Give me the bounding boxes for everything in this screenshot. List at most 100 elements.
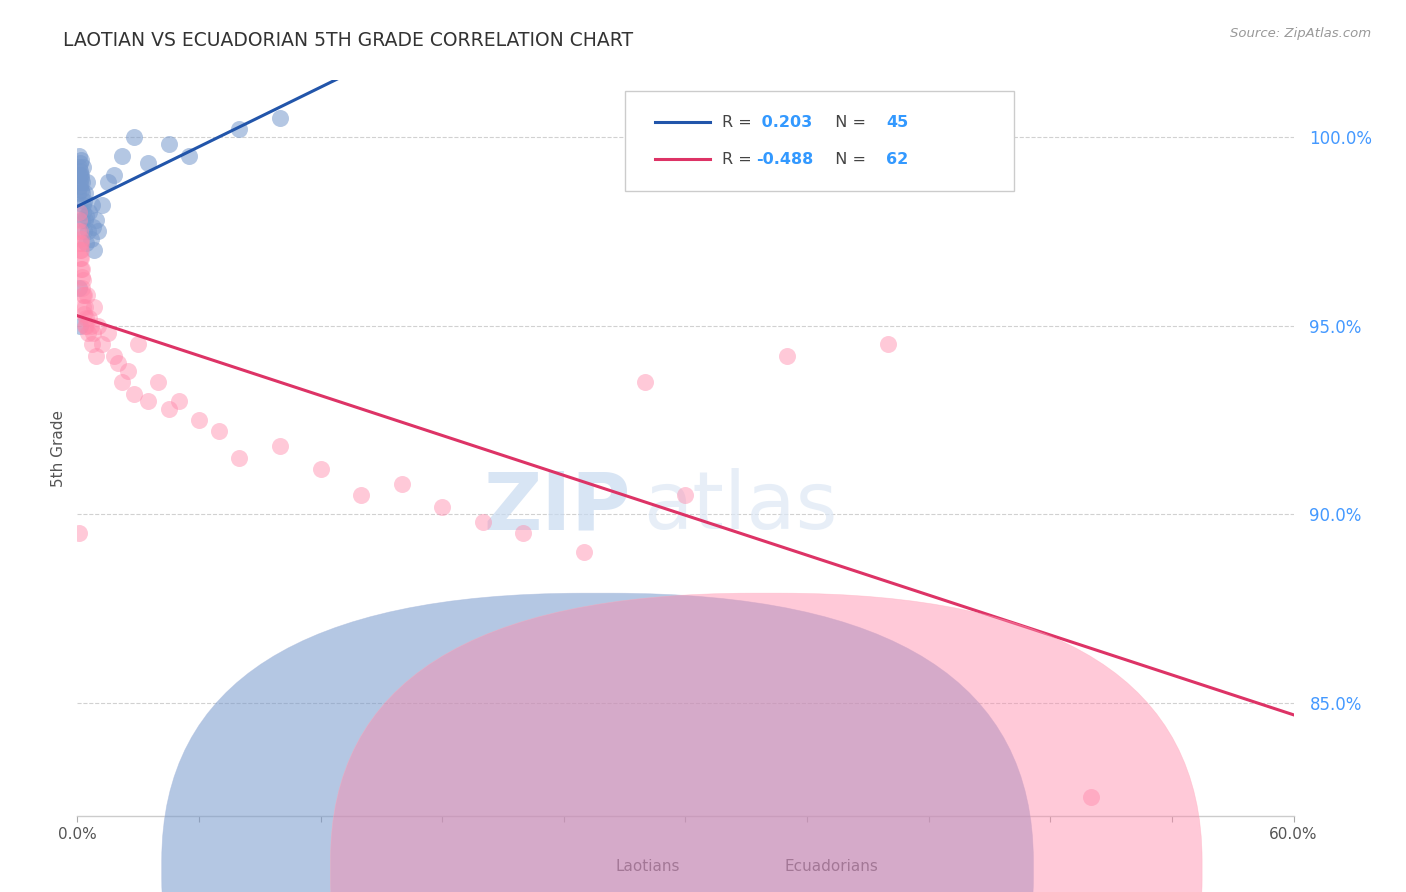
- Point: [97, 326, 120, 340]
- Point: [73, 213, 96, 227]
- Point: [67, 281, 90, 295]
- Point: [136, 156, 159, 170]
- Point: [70, 235, 93, 250]
- Point: [103, 349, 125, 363]
- Point: [228, 122, 250, 136]
- Point: [73, 307, 96, 321]
- Point: [80, 198, 103, 212]
- Point: [69, 235, 91, 250]
- Point: [73, 194, 96, 208]
- Text: LAOTIAN VS ECUADORIAN 5TH GRADE CORRELATION CHART: LAOTIAN VS ECUADORIAN 5TH GRADE CORRELAT…: [63, 31, 633, 50]
- Point: [76, 175, 98, 189]
- Point: [177, 149, 200, 163]
- Point: [76, 288, 98, 302]
- Point: [471, 515, 494, 529]
- Point: [70, 168, 93, 182]
- Point: [75, 209, 97, 223]
- Point: [70, 153, 93, 167]
- Point: [72, 269, 94, 284]
- Point: [69, 168, 91, 182]
- FancyBboxPatch shape: [624, 91, 1014, 191]
- Point: [73, 318, 96, 333]
- Point: [86, 318, 108, 333]
- Point: [82, 220, 104, 235]
- Point: [122, 386, 145, 401]
- Point: [70, 262, 93, 277]
- Point: [117, 364, 139, 378]
- Point: [72, 288, 94, 302]
- Text: N =: N =: [825, 152, 872, 167]
- Text: atlas: atlas: [643, 468, 837, 546]
- Point: [70, 175, 93, 189]
- Point: [70, 243, 93, 257]
- Point: [67, 224, 90, 238]
- Point: [70, 183, 93, 197]
- Point: [72, 205, 94, 219]
- Text: Ecuadorians: Ecuadorians: [785, 859, 879, 873]
- Point: [350, 488, 373, 502]
- Point: [69, 232, 91, 246]
- Point: [309, 462, 332, 476]
- Point: [69, 156, 91, 170]
- Point: [1080, 790, 1102, 805]
- Point: [69, 175, 91, 189]
- Text: R =: R =: [721, 152, 756, 167]
- Point: [675, 488, 697, 502]
- Point: [69, 251, 91, 265]
- Point: [69, 318, 91, 333]
- Point: [634, 375, 657, 389]
- Point: [79, 232, 101, 246]
- Point: [90, 198, 112, 212]
- Point: [148, 375, 170, 389]
- Point: [67, 160, 90, 174]
- Point: [877, 337, 900, 351]
- Point: [70, 281, 93, 295]
- Point: [69, 262, 91, 277]
- Point: [67, 205, 90, 219]
- Point: [157, 137, 180, 152]
- Point: [70, 251, 93, 265]
- Point: [69, 243, 91, 257]
- Point: [75, 186, 97, 201]
- Point: [75, 311, 97, 326]
- Point: [79, 318, 101, 333]
- Point: [111, 149, 134, 163]
- Point: [67, 213, 90, 227]
- Point: [69, 164, 91, 178]
- Point: [69, 178, 91, 193]
- Text: 45: 45: [886, 115, 908, 129]
- Point: [208, 424, 231, 438]
- Point: [79, 205, 101, 219]
- Y-axis label: 5th Grade: 5th Grade: [51, 409, 66, 487]
- Text: R =: R =: [721, 115, 756, 129]
- Point: [269, 439, 291, 453]
- Text: Laotians: Laotians: [616, 859, 681, 873]
- Point: [127, 337, 149, 351]
- Point: [136, 394, 159, 409]
- Point: [111, 375, 134, 389]
- Point: [72, 213, 94, 227]
- Point: [77, 326, 100, 340]
- Point: [69, 171, 91, 186]
- Point: [75, 318, 97, 333]
- Point: [157, 401, 180, 416]
- Point: [83, 300, 105, 314]
- Point: [75, 300, 97, 314]
- Point: [79, 311, 101, 326]
- Point: [84, 213, 107, 227]
- Point: [103, 168, 125, 182]
- Point: [72, 273, 94, 287]
- Point: [107, 356, 129, 370]
- Text: 0.203: 0.203: [756, 115, 813, 129]
- Point: [188, 413, 211, 427]
- Point: [82, 326, 104, 340]
- Point: [67, 186, 90, 201]
- Text: ZIP: ZIP: [484, 468, 631, 546]
- Point: [776, 349, 799, 363]
- Point: [75, 235, 97, 250]
- Point: [512, 526, 534, 541]
- Text: -0.488: -0.488: [756, 152, 813, 167]
- Point: [167, 394, 190, 409]
- Point: [73, 288, 96, 302]
- Point: [69, 224, 91, 238]
